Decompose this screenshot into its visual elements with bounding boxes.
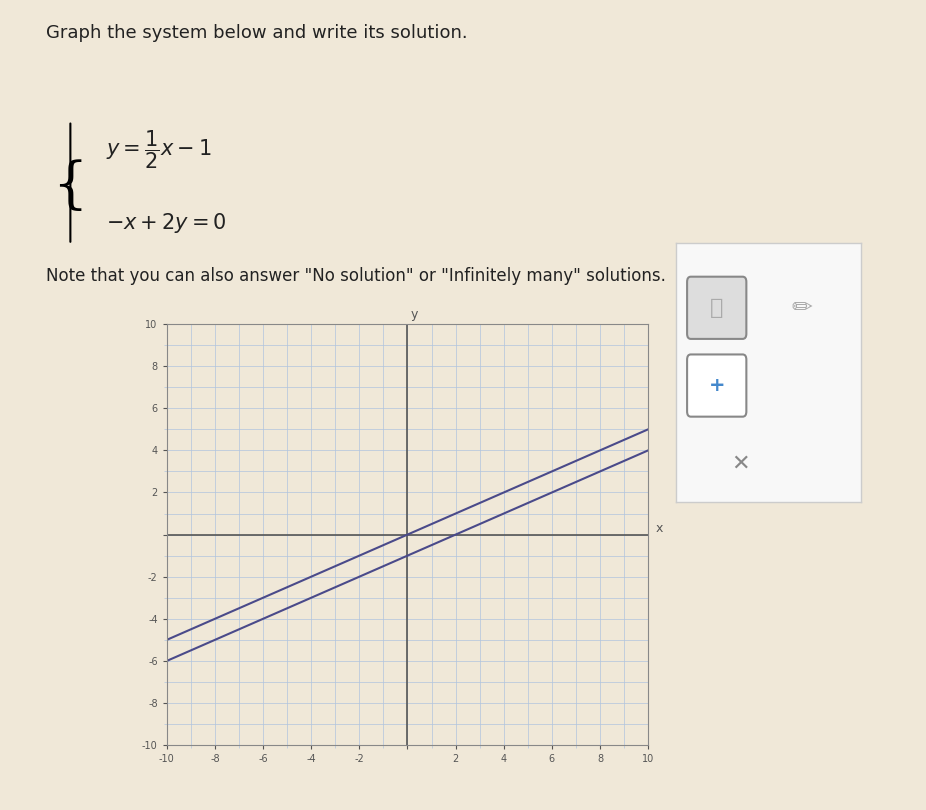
Text: x: x bbox=[656, 522, 663, 535]
Text: $-x + 2y = 0$: $-x + 2y = 0$ bbox=[106, 211, 227, 235]
Text: ✕: ✕ bbox=[732, 454, 750, 473]
Text: ✏: ✏ bbox=[792, 296, 812, 320]
Text: ⬜: ⬜ bbox=[710, 298, 723, 318]
FancyBboxPatch shape bbox=[687, 277, 746, 339]
Text: +: + bbox=[708, 376, 725, 395]
Text: {: { bbox=[53, 159, 88, 214]
FancyBboxPatch shape bbox=[687, 355, 746, 416]
Text: $y = \dfrac{1}{2}x - 1$: $y = \dfrac{1}{2}x - 1$ bbox=[106, 129, 212, 171]
Text: Note that you can also answer "No solution" or "Infinitely many" solutions.: Note that you can also answer "No soluti… bbox=[46, 267, 666, 285]
Text: Graph the system below and write its solution.: Graph the system below and write its sol… bbox=[46, 24, 468, 42]
Text: y: y bbox=[411, 308, 419, 321]
